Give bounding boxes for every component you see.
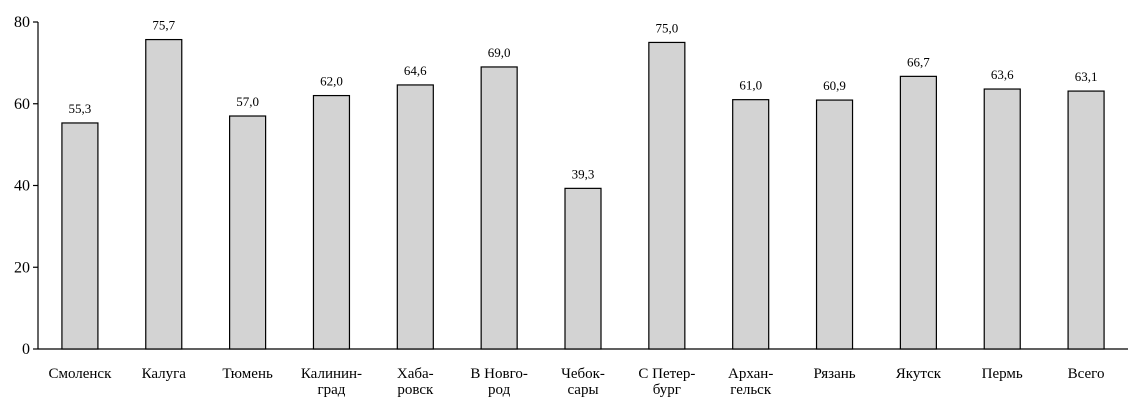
category-label: Рязань: [813, 366, 855, 382]
y-tick-label: 0: [22, 341, 30, 358]
bar: [61, 122, 99, 350]
data-label: 57,0: [236, 94, 259, 109]
category-label-line: град: [317, 382, 345, 398]
data-labels: 55,3 75,7 57,0 62,0 64,6 69,0 39,3 75,0 61,0 60,9…: [69, 18, 1098, 182]
data-label: 64,6: [404, 63, 427, 78]
bar: [480, 66, 518, 350]
category-label-line: В Новго-: [470, 366, 527, 382]
category-label-line: гельск: [730, 382, 772, 398]
bar: [396, 84, 434, 350]
category-label: Смоленск: [48, 366, 112, 382]
category-label-line: Калинин-: [301, 366, 362, 382]
category-label-line: бург: [653, 382, 681, 398]
data-label: 63,6: [991, 67, 1014, 82]
category-label: Якутск: [896, 366, 942, 382]
bar: [899, 75, 937, 350]
y-tick-label: 60: [14, 96, 30, 113]
y-tick-label: 80: [14, 14, 30, 31]
category-label-line: ровск: [397, 382, 434, 398]
category-label-line: Чебок-: [561, 366, 605, 382]
category-label-line: Архан-: [728, 366, 773, 382]
bar: [983, 88, 1021, 350]
category-label: Калинин-град: [301, 366, 362, 398]
category-label-line: сары: [567, 382, 598, 398]
data-label: 75,7: [152, 18, 175, 33]
data-label: 63,1: [1075, 69, 1098, 84]
data-label: 75,0: [655, 20, 678, 35]
bar: [732, 99, 770, 350]
data-label: 39,3: [572, 166, 595, 181]
data-label: 55,3: [69, 101, 92, 116]
data-label: 66,7: [907, 54, 930, 69]
category-label: Пермь: [982, 366, 1023, 382]
category-label-line: Якутск: [896, 366, 942, 382]
bar: [648, 41, 686, 350]
y-tick-label: 20: [14, 259, 30, 276]
bar: [1067, 90, 1105, 350]
category-label-line: Калуга: [142, 366, 187, 382]
category-label-line: Рязань: [813, 366, 855, 382]
bar: [312, 94, 351, 350]
data-label: 60,9: [823, 78, 846, 93]
category-label: Чебок-сары: [561, 366, 605, 398]
bar: [815, 99, 854, 350]
bars: [61, 38, 1105, 350]
category-label: Хаба-ровск: [397, 366, 434, 398]
category-label-line: Всего: [1068, 366, 1105, 382]
category-label-line: Пермь: [982, 366, 1023, 382]
category-label-line: Смоленск: [48, 366, 112, 382]
data-label: 62,0: [320, 74, 343, 89]
category-label: Калуга: [142, 366, 187, 382]
category-label: В Новго-род: [470, 366, 527, 398]
bar: [564, 187, 602, 350]
category-label: С Петер-бург: [638, 366, 695, 398]
category-label-line: Тюмень: [222, 366, 273, 382]
category-label: Всего: [1068, 366, 1105, 382]
data-label: 69,0: [488, 45, 511, 60]
category-labels: Смоленск Калуга Тюмень Калинин-град Хаба-ров…: [48, 366, 1104, 398]
category-label-line: род: [488, 382, 511, 398]
y-tick-label: 40: [14, 178, 30, 195]
y-axis-ticks: 0 20 40 60 80: [14, 14, 38, 358]
data-label: 61,0: [739, 78, 762, 93]
category-label-line: С Петер-: [638, 366, 695, 382]
bar: [145, 38, 183, 350]
category-label: Тюмень: [222, 366, 273, 382]
bar: [229, 115, 267, 350]
category-label-line: Хаба-: [397, 366, 434, 382]
category-label: Архан-гельск: [728, 366, 773, 398]
